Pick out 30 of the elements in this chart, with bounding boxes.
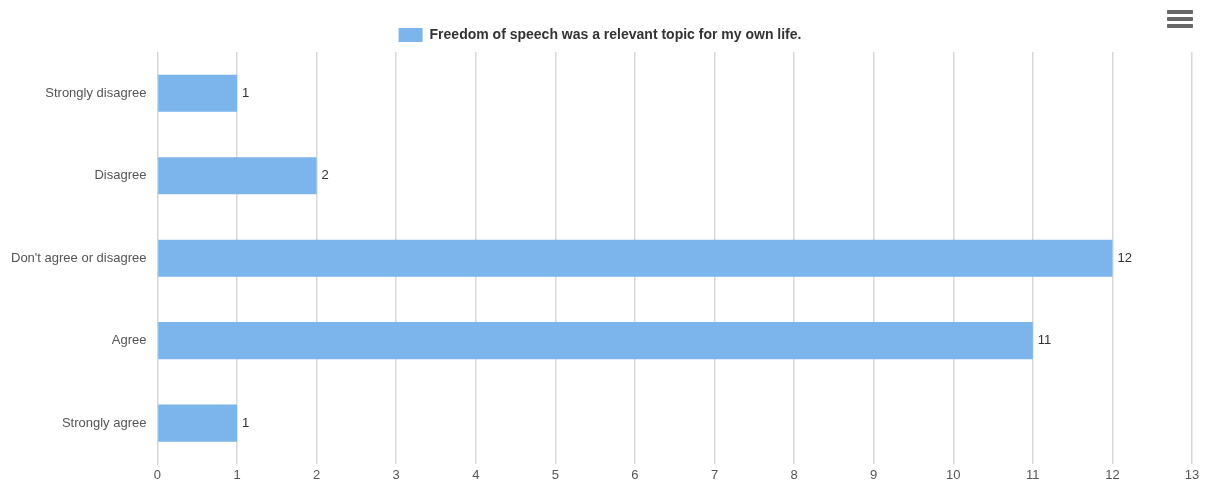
data-label: 12 — [1117, 249, 1132, 265]
x-tick-label: 6 — [631, 466, 639, 482]
x-tick-label: 12 — [1105, 466, 1120, 482]
x-tick-label: 7 — [710, 466, 719, 482]
x-tick-label: 11 — [1026, 466, 1040, 482]
bar — [158, 74, 238, 112]
bar — [158, 404, 238, 442]
x-tick-label: 9 — [870, 466, 878, 482]
y-tick-label: Strongly disagree — [45, 84, 147, 100]
bar — [158, 322, 1033, 360]
y-tick-label: Agree — [111, 332, 147, 348]
x-tick-label: 10 — [946, 466, 961, 482]
x-tick-label: 8 — [790, 466, 798, 482]
data-label: 1 — [242, 84, 250, 100]
x-tick-label: 13 — [1184, 466, 1200, 482]
data-label: 1 — [242, 414, 250, 430]
x-tick-label: 1 — [233, 466, 241, 482]
data-label: 11 — [1037, 332, 1052, 348]
x-tick-label: 0 — [153, 466, 162, 482]
bar — [158, 157, 317, 195]
legend-label: Freedom of speech was a relevant topic for my own life. — [429, 25, 802, 42]
x-tick-label: 2 — [313, 466, 321, 482]
bar — [158, 239, 1113, 277]
y-tick-label: Disagree — [94, 167, 147, 183]
x-tick-label: 3 — [392, 466, 400, 482]
y-tick-label: Don't agree or disagree — [11, 249, 147, 265]
x-tick-label: 5 — [551, 466, 559, 482]
y-tick-label: Strongly agree — [61, 414, 147, 430]
data-label: 2 — [321, 167, 329, 183]
x-tick-label: 4 — [472, 466, 480, 482]
